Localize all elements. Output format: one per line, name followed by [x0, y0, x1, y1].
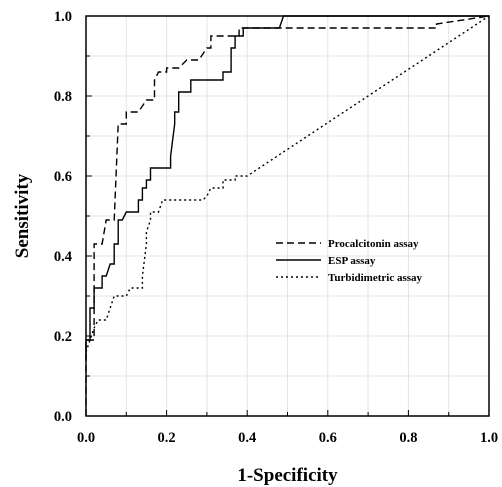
y-tick-label: 0.0 — [54, 409, 72, 425]
y-axis-title: Sensitivity — [12, 173, 33, 258]
x-tick-label: 0.4 — [238, 430, 256, 446]
x-tick-label: 0.8 — [399, 430, 417, 446]
grid — [86, 16, 489, 416]
series-procalcitonin-assay — [85, 15, 490, 416]
y-tick-label: 0.6 — [54, 169, 72, 185]
legend-label: Turbidimetric assay — [328, 272, 423, 284]
y-tick-label: 0.4 — [54, 249, 72, 265]
y-tick-label: 0.8 — [54, 89, 72, 105]
series-esp-assay — [85, 15, 489, 360]
legend-label: ESP assay — [328, 255, 376, 267]
legend: Procalcitonin assay ESP assay Turbidimetri… — [276, 238, 423, 284]
tick-labels: 0.0 0.2 0.4 0.6 0.8 1.0 0.0 0.2 0.4 0.6 0.8 1.0 — [54, 9, 498, 446]
y-tick-label: 0.2 — [54, 329, 72, 345]
x-axis-title: 1-Specificity — [237, 465, 338, 486]
plot-frame — [85, 15, 490, 417]
x-tick-label: 0.2 — [158, 430, 176, 446]
x-tick-label: 0.6 — [319, 430, 337, 446]
legend-label: Procalcitonin assay — [328, 238, 419, 250]
x-tick-label: 1.0 — [480, 430, 498, 446]
y-tick-label: 1.0 — [54, 9, 72, 25]
series-group — [85, 15, 490, 416]
x-tick-label: 0.0 — [77, 430, 95, 446]
